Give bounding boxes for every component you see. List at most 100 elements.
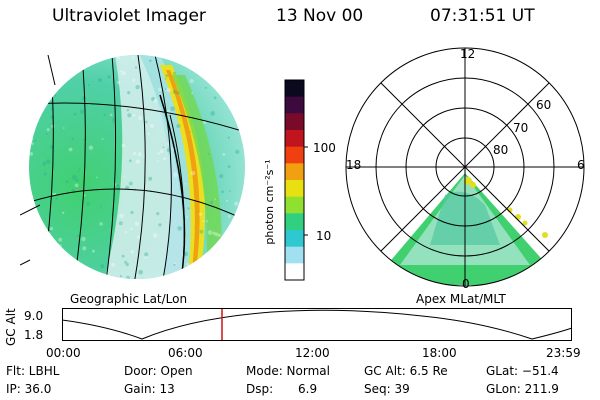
speckle-dot bbox=[37, 265, 39, 268]
speckle-dot bbox=[213, 289, 217, 293]
speckle-dot bbox=[124, 231, 128, 234]
speckle-dot bbox=[189, 79, 194, 84]
speckle-dot bbox=[86, 202, 90, 206]
speckle-dot bbox=[176, 55, 179, 57]
speckle-dot bbox=[248, 97, 250, 99]
speckle-dot bbox=[134, 221, 139, 226]
speckle-dot bbox=[248, 123, 250, 125]
speckle-dot bbox=[82, 276, 87, 279]
speckle-dot bbox=[59, 64, 64, 70]
speckle-dot bbox=[78, 167, 81, 170]
speckle-dot bbox=[242, 235, 245, 238]
speckle-dot bbox=[187, 207, 190, 210]
speckle-dot bbox=[126, 275, 130, 279]
speckle-dot bbox=[81, 96, 87, 101]
speckle-dot bbox=[123, 186, 125, 188]
speckle-dot bbox=[144, 252, 149, 257]
speckle-dot bbox=[49, 227, 54, 231]
speckle-dot bbox=[68, 147, 73, 152]
speckle-dot bbox=[232, 234, 235, 237]
speckle-dot bbox=[82, 284, 85, 287]
speckle-dot bbox=[116, 185, 121, 190]
speckle-dot bbox=[151, 96, 156, 102]
speckle-dot bbox=[191, 277, 194, 279]
speckle-dot bbox=[174, 262, 177, 265]
polar-mlat-mlt-plot bbox=[345, 47, 585, 287]
altitude-timeline bbox=[62, 308, 573, 341]
speckle-dot bbox=[25, 188, 29, 192]
speckle-dot bbox=[35, 92, 38, 95]
polar-caption: Apex MLat/MLT bbox=[416, 292, 506, 306]
speckle-dot bbox=[149, 59, 152, 63]
speckle-dot bbox=[219, 174, 224, 179]
speckle-dot bbox=[137, 235, 141, 239]
speckle-dot bbox=[126, 285, 130, 289]
speckle-dot bbox=[24, 136, 27, 139]
altitude-tick-max: 9.0 bbox=[24, 309, 44, 323]
speckle-dot bbox=[30, 138, 34, 141]
speckle-dot bbox=[119, 274, 122, 278]
speckle-dot bbox=[47, 243, 52, 248]
speckle-dot bbox=[128, 159, 132, 163]
status-glon: GLon: 211.9 bbox=[486, 382, 559, 396]
speckle-dot bbox=[73, 112, 77, 116]
speckle-dot bbox=[226, 64, 231, 69]
speckle-dot bbox=[190, 171, 194, 175]
speckle-dot bbox=[100, 58, 104, 61]
speckle-dot bbox=[248, 290, 250, 292]
speckle-dot bbox=[49, 56, 54, 61]
speckle-dot bbox=[184, 182, 187, 185]
speckle-dot bbox=[111, 118, 116, 122]
speckle-dot bbox=[232, 246, 234, 249]
color-bar-segment bbox=[285, 263, 304, 281]
color-bar-segment bbox=[285, 163, 304, 181]
speckle-dot bbox=[107, 75, 111, 79]
status-gain: Gain: 13 bbox=[124, 382, 175, 396]
speckle-dot bbox=[166, 142, 170, 146]
status-dsp-label: Dsp: bbox=[246, 382, 274, 396]
color-bar-segment bbox=[285, 113, 304, 131]
speckle-dot bbox=[116, 183, 120, 187]
speckle-dot bbox=[120, 70, 122, 73]
speckle-dot bbox=[100, 264, 105, 269]
speckle-dot bbox=[29, 152, 34, 156]
speckle-dot bbox=[235, 149, 240, 154]
speckle-dot bbox=[109, 113, 113, 117]
speckle-dot bbox=[163, 157, 167, 161]
speckle-dot bbox=[123, 175, 126, 178]
speckle-dot bbox=[81, 236, 86, 242]
speckle-dot bbox=[96, 60, 99, 63]
speckle-dot bbox=[63, 127, 65, 129]
color-bar-segment bbox=[285, 230, 304, 248]
speckle-dot bbox=[153, 99, 158, 103]
speckle-dot bbox=[72, 280, 75, 283]
speckle-dot bbox=[217, 233, 222, 237]
color-bar-segment bbox=[285, 180, 304, 198]
speckle-dot bbox=[164, 78, 167, 80]
speckle-dot bbox=[244, 199, 245, 203]
speckle-dot bbox=[186, 215, 188, 218]
speckle-dot bbox=[121, 70, 126, 76]
speckle-dot bbox=[212, 231, 216, 235]
altitude-axis-label: GC Alt bbox=[4, 308, 18, 346]
color-bar-segment bbox=[285, 196, 304, 214]
status-door: Door: Open bbox=[124, 364, 193, 378]
speckle-dot bbox=[31, 115, 35, 119]
speckle-dot bbox=[126, 109, 130, 112]
mlt-label-12: 12 bbox=[460, 47, 476, 61]
speckle-dot bbox=[207, 230, 213, 235]
speckle-dot bbox=[53, 94, 57, 97]
speckle-dot bbox=[63, 285, 65, 287]
speckle-dot bbox=[83, 194, 86, 197]
geographic-image bbox=[20, 55, 250, 293]
speckle-dot bbox=[57, 55, 62, 58]
speckle-dot bbox=[143, 280, 145, 282]
speckle-dot bbox=[156, 160, 159, 162]
speckle-dot bbox=[229, 190, 232, 193]
time-tick-1800: 18:00 bbox=[422, 346, 457, 360]
speckle-dot bbox=[91, 249, 95, 253]
status-ip: IP: 36.0 bbox=[6, 382, 52, 396]
speckle-dot bbox=[158, 87, 162, 92]
color-scale-bar: photon cm⁻²s⁻¹ bbox=[263, 79, 308, 281]
speckle-dot bbox=[65, 278, 69, 279]
